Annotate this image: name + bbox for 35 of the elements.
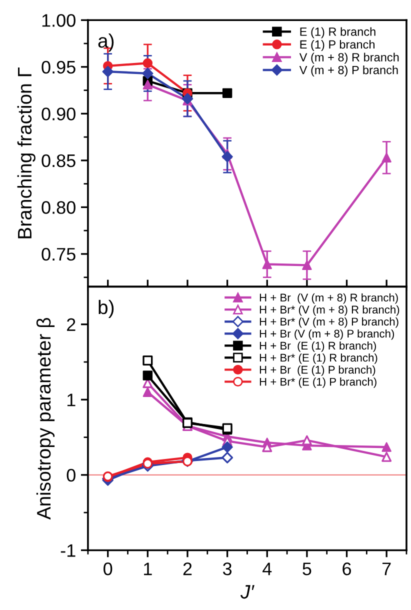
y-tick-label: 0 <box>66 468 76 482</box>
y-tick-label: 0.80 <box>42 201 76 214</box>
y-tick-label: 2 <box>67 318 76 331</box>
y-axis-title: Anisotropy parameter β <box>36 318 55 520</box>
legend-label: V (m + 8) P branch <box>299 66 398 77</box>
x-tick-label: 3 <box>222 562 232 576</box>
x-tick-label: 4 <box>262 562 272 576</box>
legend-label: H + Br* (E (1) P branch) <box>260 378 376 388</box>
x-tick-label: 1 <box>144 562 152 576</box>
legend-label: H + Br (V (m + 8) P branch) <box>260 329 394 340</box>
annotation: b) <box>98 300 114 318</box>
y-tick-label: 0.75 <box>42 248 76 261</box>
legend-label: H + Br (V (m + 8) R branch) <box>260 293 398 304</box>
x-tick-label: 6 <box>342 562 351 576</box>
legend-label: H + Br (E (1) R branch) <box>260 341 376 352</box>
y-axis-title: Branching fraction Γ <box>17 68 36 238</box>
annotation: a) <box>98 33 114 52</box>
legend-label: E (1) P branch <box>300 40 374 51</box>
x-tick-label: 7 <box>382 562 391 576</box>
x-tick-label: 0 <box>104 562 112 576</box>
y-tick-label: 0.95 <box>42 60 76 74</box>
legend-label: H + Br* (E (1) R branch) <box>260 353 378 364</box>
x-tick-label: 2 <box>183 562 192 576</box>
legend-label: H + Br (E (1) P branch) <box>260 366 376 376</box>
y-tick-label: 1 <box>67 394 76 406</box>
x-tick-label: 5 <box>302 562 312 576</box>
y-tick-label: 0.90 <box>42 108 76 120</box>
y-tick-label: 0.85 <box>42 154 76 168</box>
legend-label: E (1) R branch <box>300 27 376 38</box>
x-axis-title: J′ <box>240 585 254 599</box>
y-tick-label: -1 <box>60 544 76 557</box>
legend-label: H + Br* (V (m + 8) R branch) <box>260 305 400 316</box>
legend-label: H + Br* (V (m + 8) P branch) <box>260 317 398 328</box>
legend-label: V (m + 8) R branch <box>299 52 399 64</box>
y-tick-label: 1.00 <box>42 14 76 27</box>
